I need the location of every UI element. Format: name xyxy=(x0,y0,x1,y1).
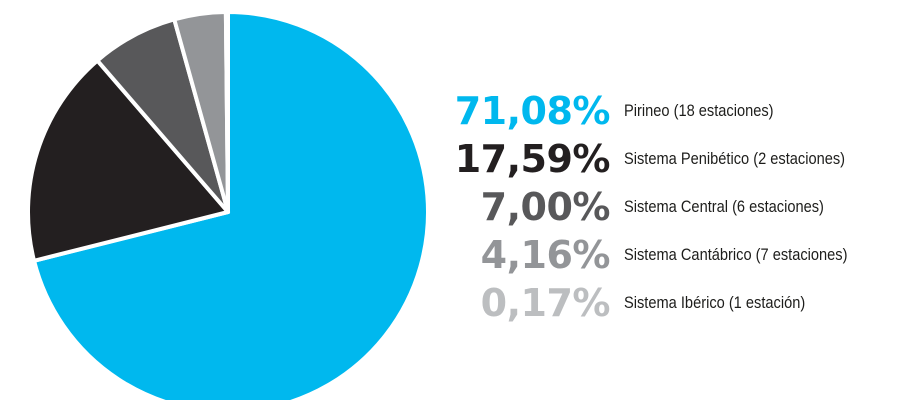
legend-label-central: Sistema Central (6 estaciones) xyxy=(624,197,824,216)
pie-slice-penibetico xyxy=(26,58,230,263)
percent-label-central: 7,00% xyxy=(480,185,611,229)
legend-item-penibetico: 17,59% Sistema Penibético (2 estaciones) xyxy=(420,135,910,183)
legend-item-iberico: 0,17% Sistema Ibérico (1 estación) xyxy=(420,279,910,327)
legend-label-cantabrico: Sistema Cantábrico (7 estaciones) xyxy=(624,245,848,264)
legend-item-pirineo: 71,08% Pirineo (18 estaciones) xyxy=(420,87,910,135)
legend-item-central: 7,00% Sistema Central (6 estaciones) xyxy=(420,183,910,231)
percent-label-penibetico: 17,59% xyxy=(454,137,611,181)
legend-item-cantabrico: 4,16% Sistema Cantábrico (7 estaciones) xyxy=(420,231,910,279)
pie-slice-pirineo xyxy=(32,10,430,400)
legend-label-iberico: Sistema Ibérico (1 estación) xyxy=(624,293,806,312)
percent-label-cantabrico: 4,16% xyxy=(480,233,611,277)
pie-slice-iberico xyxy=(223,9,230,214)
percent-label-pirineo: 71,08% xyxy=(454,89,611,133)
legend-label-penibetico: Sistema Penibético (2 estaciones) xyxy=(624,149,846,168)
legend: 71,08% Pirineo (18 estaciones) 17,59% Si… xyxy=(420,87,910,327)
pie-chart xyxy=(26,9,430,400)
percent-label-iberico: 0,17% xyxy=(480,281,611,325)
legend-label-pirineo: Pirineo (18 estaciones) xyxy=(624,101,774,120)
